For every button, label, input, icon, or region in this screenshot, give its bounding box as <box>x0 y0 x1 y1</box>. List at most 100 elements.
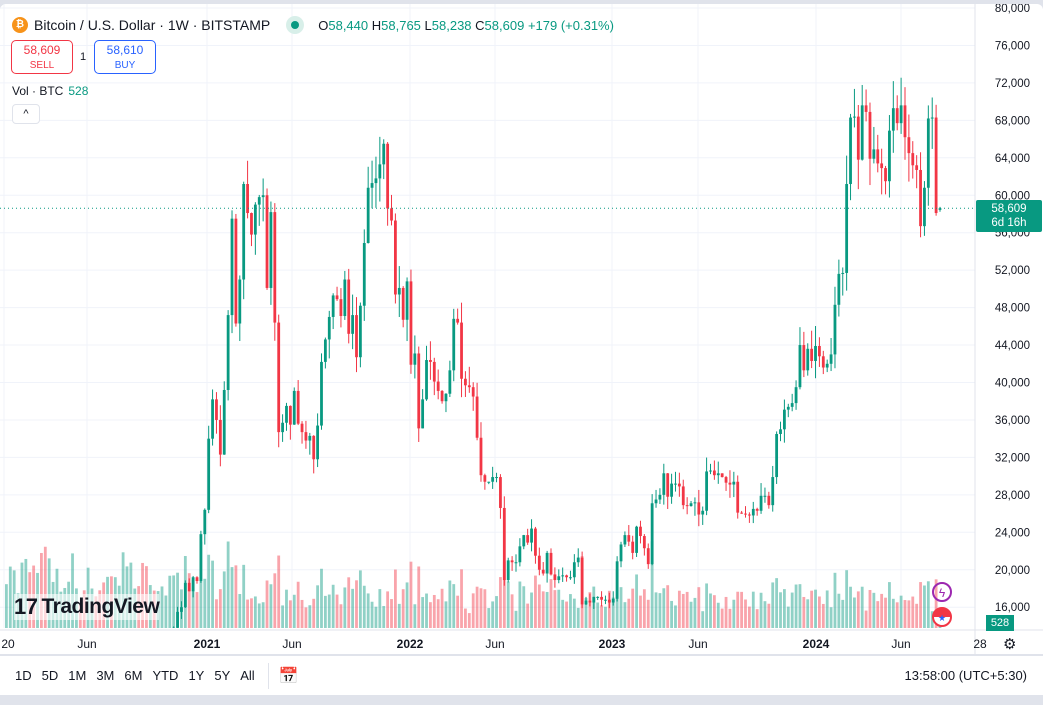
range-ytd[interactable]: YTD <box>152 668 179 683</box>
volume-bar <box>685 591 689 628</box>
time-tick-label: 20 <box>1 637 15 651</box>
range-6m[interactable]: 6M <box>124 668 143 683</box>
candle-body <box>126 648 129 653</box>
market-status-icon[interactable] <box>286 16 305 34</box>
candle-body <box>596 596 600 598</box>
candle-body <box>421 399 425 429</box>
volume-bar <box>292 594 296 628</box>
series-group <box>5 77 942 653</box>
candle-body <box>382 143 386 165</box>
volume-bar <box>712 595 716 628</box>
range-3m[interactable]: 3M <box>96 668 115 683</box>
volume-bar <box>569 594 572 628</box>
candle-body <box>273 212 277 323</box>
candle-body <box>821 356 825 368</box>
range-5y[interactable]: 5Y <box>214 668 231 683</box>
candle-body <box>915 165 919 170</box>
candle-body <box>226 315 230 390</box>
volume-bar <box>483 589 487 628</box>
lightning-icon[interactable]: ϟ <box>932 582 952 602</box>
candle-body <box>203 509 207 535</box>
volume-bar <box>281 605 284 628</box>
price-chart[interactable]: 80,00076,00072,00068,00064,00060,00056,0… <box>0 4 1043 654</box>
time-tick-label: Jun <box>688 637 707 651</box>
volume-bar <box>915 603 919 628</box>
sell-button[interactable]: 58,609 SELL <box>11 40 73 74</box>
range-1d[interactable]: 1D <box>15 668 32 683</box>
range-all[interactable]: All <box>240 668 255 683</box>
candle-body <box>919 169 922 227</box>
volume-bar <box>759 592 763 628</box>
volume-bar <box>837 593 841 628</box>
candle-body <box>569 577 572 579</box>
volume-bar <box>584 598 588 628</box>
buy-button[interactable]: 58,610 BUY <box>94 40 156 74</box>
volume-bar <box>919 582 922 628</box>
candle-body <box>646 548 650 565</box>
volume-bar <box>526 603 530 628</box>
candle-body <box>670 483 673 497</box>
volume-bar <box>557 589 561 628</box>
price-tick-label: 48,000 <box>995 303 1030 315</box>
volume-bar <box>588 592 592 628</box>
volume-bar <box>394 569 397 628</box>
range-5d[interactable]: 5D <box>41 668 59 683</box>
candle-body <box>623 535 627 545</box>
volume-bar <box>786 606 790 628</box>
us-flag-icon[interactable]: ★ <box>932 607 952 627</box>
candle-body <box>635 526 638 553</box>
clock-timezone[interactable]: 13:58:00 (UTC+5:30) <box>904 668 1027 683</box>
volume-bar <box>833 572 837 628</box>
candle-body <box>183 582 187 608</box>
volume-bar <box>238 594 242 628</box>
go-to-date-icon[interactable]: 📅 <box>278 667 299 685</box>
volume-bar <box>899 595 903 628</box>
candle-body <box>864 105 868 112</box>
candle-body <box>674 483 677 485</box>
candle-body <box>592 596 596 603</box>
chart-panel[interactable]: 80,000 76,000 72,000 68,000 64,000 60,000 56,0… <box>0 4 1043 654</box>
candle-body <box>744 513 747 515</box>
candle-body <box>277 322 281 433</box>
candle-body <box>518 546 522 563</box>
volume-bar <box>390 599 393 628</box>
candle-body <box>327 316 331 340</box>
volume-bar <box>821 603 825 628</box>
time-tick-label: 2023 <box>599 637 626 651</box>
volume-bar <box>304 607 308 628</box>
volume-bar <box>176 572 179 628</box>
settings-icon[interactable]: ⚙ <box>1003 636 1017 653</box>
candle-body <box>561 575 565 577</box>
candle-body <box>724 477 728 483</box>
volume-bar <box>347 577 351 628</box>
spread: 1 <box>80 51 87 63</box>
volume-bar <box>40 552 43 628</box>
candle-body <box>304 432 308 441</box>
candle-body <box>269 212 273 288</box>
symbol-title[interactable]: Bitcoin / U.S. Dollar · 1W · BITSTAMP <box>34 17 271 33</box>
volume-bar <box>277 555 281 628</box>
volume-bar <box>794 584 798 628</box>
volume-bar <box>911 596 915 628</box>
tradingview-logo[interactable]: 17 TradingView <box>14 594 160 620</box>
volume-bar <box>677 590 681 628</box>
price-tick-label: 40,000 <box>995 378 1030 390</box>
candle-body <box>464 378 467 386</box>
volume-bar <box>888 582 891 628</box>
range-1m[interactable]: 1M <box>68 668 87 683</box>
volume-bar <box>783 589 786 628</box>
chevron-up-icon[interactable]: ^ <box>12 104 40 124</box>
volume-bar <box>907 600 911 628</box>
candle-body <box>759 495 763 511</box>
volume-bar <box>818 596 821 628</box>
candle-body <box>534 528 537 556</box>
volume-bar <box>460 569 463 628</box>
candle-body <box>876 149 880 164</box>
volume-bar <box>747 606 751 628</box>
candle-body <box>705 471 708 511</box>
candle-body <box>576 557 580 563</box>
volume-bar <box>767 603 771 628</box>
volume-bar <box>250 598 253 628</box>
range-1y[interactable]: 1Y <box>188 668 205 683</box>
current-price-marker: 58,609 6d 16h <box>976 200 1042 232</box>
